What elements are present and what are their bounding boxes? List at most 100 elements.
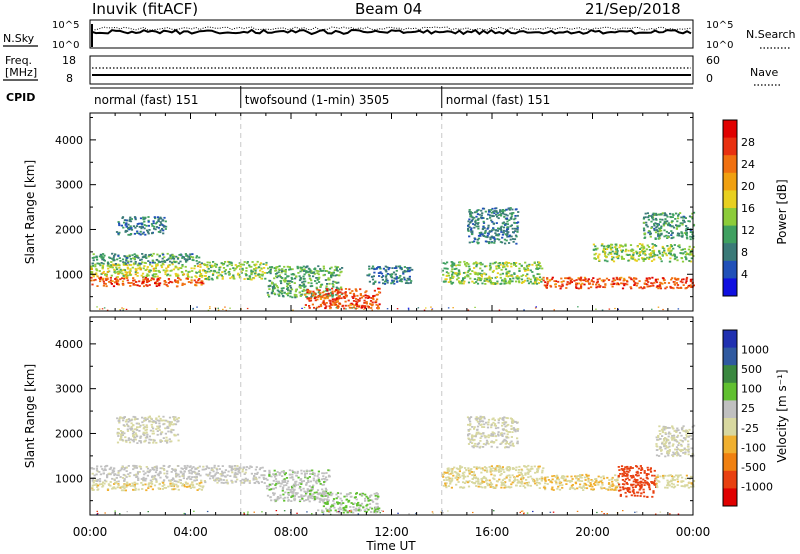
velocity-cell <box>121 417 124 420</box>
velocity-cell <box>102 481 105 484</box>
power-cell <box>651 250 654 252</box>
velocity-cell <box>155 478 158 481</box>
velocity-cell <box>253 475 256 478</box>
power-cell <box>289 286 293 289</box>
velocity-cell <box>233 473 236 476</box>
power-cell <box>560 277 563 280</box>
power-cell <box>313 297 316 300</box>
velocity-cell <box>480 467 483 470</box>
power-cell <box>483 227 486 229</box>
power-cell <box>295 295 298 298</box>
power-cell <box>105 285 108 288</box>
power-cell <box>248 265 251 268</box>
power-cell <box>158 284 161 287</box>
power-cell <box>252 277 256 280</box>
velocity-cell <box>234 473 238 476</box>
power-cell <box>389 275 393 278</box>
velocity-cell <box>324 492 327 494</box>
power-cell <box>494 232 497 235</box>
power-cell <box>121 277 124 280</box>
power-cell <box>615 248 618 251</box>
power-cell <box>471 212 474 214</box>
velocity-cell <box>287 491 290 494</box>
velocity-cell <box>525 466 528 468</box>
power-cell <box>510 224 513 227</box>
power-cell <box>136 230 139 233</box>
power-cell <box>257 273 260 276</box>
power-cell <box>332 294 335 297</box>
power-cell <box>684 217 687 219</box>
power-cell <box>156 308 158 310</box>
power-cell <box>475 265 478 268</box>
velocity-cell <box>138 430 141 432</box>
power-cell <box>311 285 314 287</box>
velocity-cell <box>119 476 122 478</box>
power-cell <box>630 287 633 290</box>
velocity-cell <box>320 492 323 495</box>
velocity-cell <box>357 501 360 504</box>
power-cell <box>367 274 370 277</box>
power-cell <box>184 259 187 262</box>
power-cell <box>646 244 649 247</box>
velocity-cell <box>121 477 125 479</box>
power-cell <box>485 279 488 282</box>
power-cell <box>135 281 138 283</box>
power-cell <box>407 270 410 272</box>
velocity-cell <box>490 433 493 435</box>
power-cell <box>648 214 651 217</box>
power-cell <box>160 266 164 269</box>
power-cell <box>444 262 447 265</box>
power-cell <box>303 277 306 280</box>
power-cell <box>479 272 482 275</box>
velocity-cell <box>241 470 244 473</box>
velocity-cell <box>161 485 164 487</box>
power-cell <box>152 222 155 225</box>
velocity-cell <box>328 507 331 510</box>
power-cell <box>261 274 264 277</box>
velocity-cell <box>291 486 294 489</box>
power-cell <box>102 257 105 260</box>
velocity-cell <box>518 465 521 468</box>
velocity-cell <box>227 470 230 473</box>
power-cell <box>454 272 457 274</box>
power-cell <box>504 233 507 236</box>
power-cell <box>217 274 220 277</box>
power-cell <box>509 238 512 241</box>
velocity-cell <box>473 482 477 485</box>
power-cell <box>269 268 272 271</box>
power-cell <box>503 277 506 280</box>
power-cell <box>321 296 324 299</box>
velocity-cell <box>538 487 541 489</box>
power-cell <box>127 226 130 229</box>
velocity-cell <box>102 484 105 487</box>
power-cell <box>116 268 119 271</box>
velocity-cell <box>269 496 272 499</box>
velocity-cell <box>171 485 174 487</box>
velocity-cell <box>149 479 152 482</box>
velocity-cell <box>132 434 135 436</box>
velocity-cell <box>541 477 544 480</box>
power-cell <box>658 285 661 288</box>
velocity-cell <box>193 470 196 473</box>
velocity-cell <box>473 426 476 428</box>
power-cell <box>481 263 484 266</box>
velocity-cell <box>105 480 108 483</box>
power-cell <box>595 286 598 289</box>
velocity-cell <box>238 471 241 474</box>
power-cell <box>218 266 221 269</box>
power-cell <box>213 269 216 272</box>
velocity-cell <box>493 469 496 472</box>
power-cell <box>506 223 509 226</box>
velocity-cell <box>171 488 174 491</box>
velocity-cell <box>516 437 519 440</box>
velocity-cell <box>156 419 159 422</box>
power-cell <box>175 260 178 263</box>
power-cell <box>143 224 146 226</box>
power-cell <box>259 262 263 265</box>
power-cell <box>617 308 619 310</box>
power-cell <box>544 281 547 284</box>
power-cell <box>652 212 655 215</box>
velocity-cell <box>469 423 472 425</box>
velocity-cell <box>485 439 489 442</box>
power-cell <box>606 248 609 250</box>
